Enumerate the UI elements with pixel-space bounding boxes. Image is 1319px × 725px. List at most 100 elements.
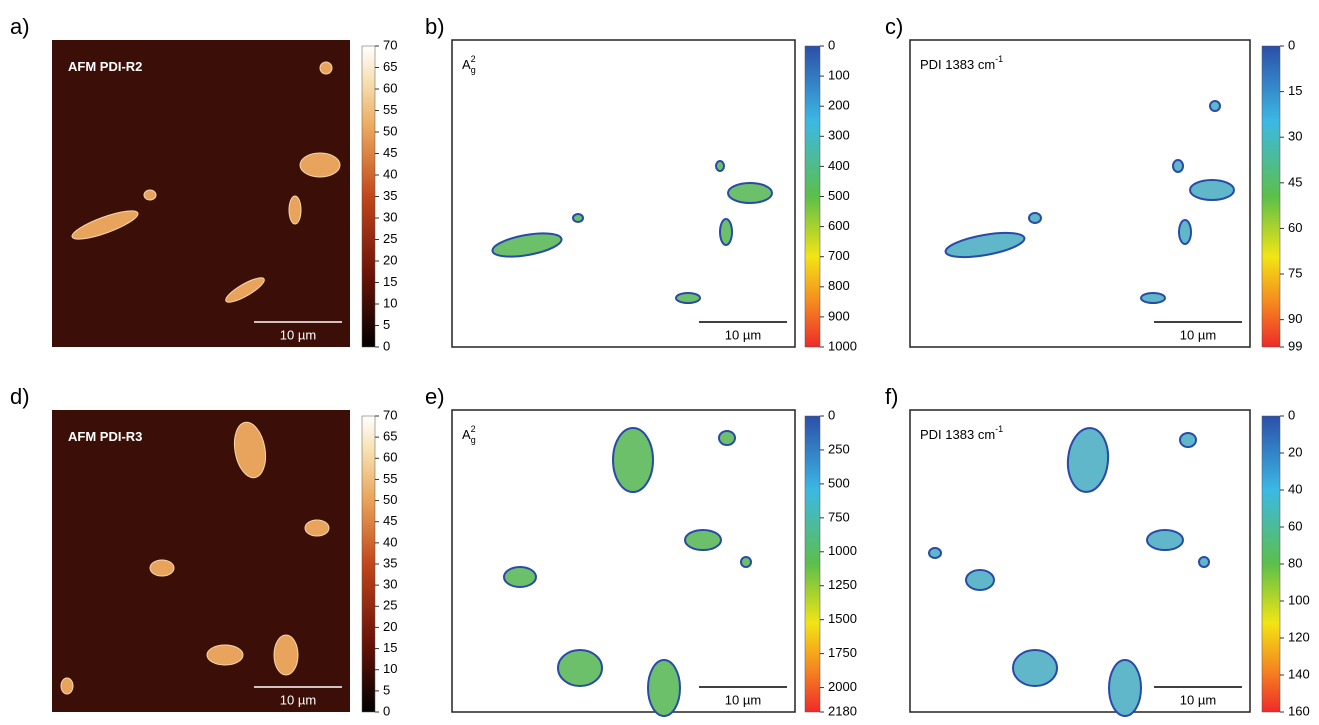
flake [965,569,995,591]
colorbar [361,45,376,348]
title-base: AFM PDI-R3 [68,429,142,444]
colorbar-tick-label: 99 [1288,338,1302,353]
flake [206,644,244,666]
flake [1108,659,1142,717]
scale-bar-label: 10 µm [280,327,316,342]
colorbar-tick-label: 25 [383,231,397,246]
colorbar-tick-label: 30 [383,577,397,592]
flake [1066,427,1110,493]
afm-image [52,40,350,347]
colorbar-tick-label: 45 [383,145,397,160]
panel-title: PDI 1383 cm-1 [920,424,1003,442]
scale-bar-label: 10 µm [280,692,316,707]
panel-label: b) [425,14,445,39]
colorbar-tick-label: 800 [828,278,850,293]
colorbar [361,415,376,713]
colorbar-tick-label: 120 [1288,629,1310,644]
title-sub: g [471,65,476,75]
scale-bar-label: 10 µm [1180,327,1216,342]
colorbar-tick-label: 40 [1288,481,1302,496]
colorbar-tick-label: 600 [828,218,850,233]
title-sub: g [471,435,476,445]
flake [675,292,701,304]
title-base: PDI 1383 cm [920,57,995,72]
panel-label: f) [885,384,898,409]
colorbar-tick-label: 80 [1288,555,1302,570]
flake [288,195,302,225]
flake [572,213,584,223]
afm-image [52,410,350,712]
colorbar-tick-label: 45 [1288,174,1302,189]
colorbar-tick-label: 200 [828,98,850,113]
panel: e) A2 g 10 µm 0 250 500 750 1000 1250 1500 1750 2000… [425,384,857,719]
flake [491,232,563,258]
colorbar-tick-label: 1000 [828,543,857,558]
colorbar-tick-label: 35 [383,188,397,203]
colorbar-tick-label: 15 [383,274,397,289]
flake [727,182,773,204]
flake [503,566,537,588]
panel: c) PDI 1383 cm-1 10 µm 0 15 30 45 60 75 90 99 [885,14,1302,354]
colorbar-tick-label: 700 [828,248,850,263]
panel-label: c) [885,14,903,39]
flake [715,160,725,172]
colorbar-tick-label: 2000 [828,679,857,694]
colorbar-tick-label: 40 [383,166,397,181]
colorbar-tick-label: 160 [1288,703,1310,718]
colorbar-tick-label: 0 [828,407,835,422]
colorbar-tick-label: 400 [828,158,850,173]
flake [1140,292,1166,304]
panel-title: PDI 1383 cm-1 [920,54,1003,72]
flake [149,559,175,577]
colorbar-tick-label: 250 [828,441,850,456]
panel-title: AFM PDI-R3 [68,429,142,444]
title-base: PDI 1383 cm [920,427,995,442]
colorbar [804,415,821,713]
colorbar-tick-label: 5 [383,317,390,332]
flake [319,61,333,75]
flake [71,210,139,240]
colorbar-tick-label: 30 [1288,129,1302,144]
colorbar-tick-label: 40 [383,534,397,549]
panel-title: A2 g [462,424,476,445]
colorbar-tick-label: 20 [383,619,397,634]
colorbar-tick-label: 65 [383,59,397,74]
panel: b) A2 g 10 µm 0 100 200 300 400 500 600 700 800 900 10… [425,14,857,354]
colorbar-tick-label: 1750 [828,645,857,660]
flake [1172,159,1184,173]
colorbar-tick-label: 0 [383,703,390,718]
colorbar-tick-label: 100 [1288,592,1310,607]
flake [1178,219,1192,245]
flake [1209,100,1221,112]
flake [273,634,299,676]
colorbar-tick-label: 50 [383,492,397,507]
flake [143,189,157,201]
panel: f) PDI 1383 cm-1 10 µm 0 20 40 60 80 100 120 140 16… [885,384,1310,719]
panel-title: AFM PDI-R2 [68,59,142,74]
colorbar-tick-label: 65 [383,429,397,444]
flake [1179,432,1197,448]
colorbar [804,45,821,348]
colorbar [1261,415,1281,713]
colorbar-tick-label: 60 [383,450,397,465]
flake [225,277,265,303]
scale-bar-label: 10 µm [725,692,761,707]
flake [1146,529,1184,551]
colorbar-tick-label: 55 [383,102,397,117]
colorbar-tick-label: 15 [1288,83,1302,98]
flake [928,547,942,559]
flake [944,231,1026,259]
panel-title: A2 g [462,54,476,75]
title-sup: 2 [471,54,476,64]
colorbar-tick-label: 0 [828,37,835,52]
colorbar-tick-label: 1500 [828,611,857,626]
colorbar-tick-label: 1250 [828,577,857,592]
colorbar-tick-label: 2180 [828,703,857,718]
flake [60,677,74,695]
colorbar-tick-label: 1000 [828,338,857,353]
colorbar-tick-label: 10 [383,295,397,310]
colorbar-tick-label: 45 [383,513,397,528]
colorbar-tick-label: 0 [383,338,390,353]
